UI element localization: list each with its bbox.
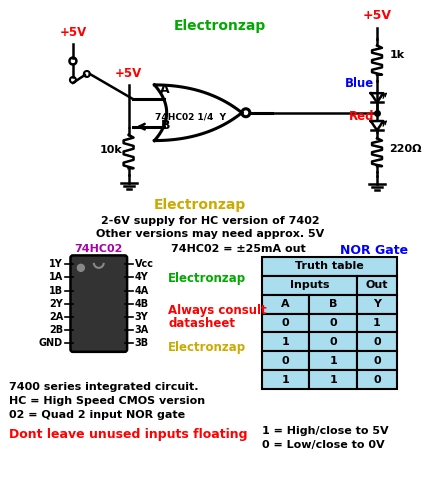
Text: NOR Gate: NOR Gate [340,244,408,257]
Text: 1k: 1k [390,50,405,60]
Text: 1A: 1A [49,273,63,283]
Text: 220Ω: 220Ω [389,144,421,154]
Text: 0: 0 [330,337,337,347]
Text: B: B [161,119,170,132]
Bar [357,276,397,295]
Text: Inputs: Inputs [290,280,329,290]
Text: Electronzap: Electronzap [168,272,247,285]
Bar [357,351,397,370]
Bar [357,333,397,351]
Text: 0: 0 [373,337,381,347]
Text: +5V: +5V [59,26,87,39]
Text: 74HC02: 74HC02 [74,244,123,254]
Text: Y: Y [373,299,381,309]
Text: 4Y: 4Y [135,273,149,283]
Text: 0: 0 [373,375,381,384]
Bar [310,333,357,351]
Text: 3Y: 3Y [135,312,149,322]
Text: A: A [161,83,170,96]
Text: HC = High Speed CMOS version: HC = High Speed CMOS version [9,396,206,406]
Bar [262,276,357,295]
Text: A: A [281,299,290,309]
Bar [357,295,397,313]
Text: +5V: +5V [363,9,392,22]
Text: 3B: 3B [135,338,149,348]
Text: Dont leave unused inputs floating: Dont leave unused inputs floating [9,428,248,441]
Bar [310,351,357,370]
Text: 0: 0 [330,318,337,328]
Text: Out: Out [366,280,388,290]
Bar [262,351,310,370]
Bar [310,295,357,313]
Text: +5V: +5V [115,67,142,80]
Text: Electronzap: Electronzap [168,341,247,354]
Text: 02 = Quad 2 input NOR gate: 02 = Quad 2 input NOR gate [9,410,186,420]
Text: B: B [329,299,338,309]
Bar [262,313,310,333]
Text: Electronzap: Electronzap [154,198,246,212]
Text: 0: 0 [373,356,381,366]
Text: Vcc: Vcc [135,259,153,269]
Text: 0: 0 [282,318,289,328]
Text: GND: GND [39,338,63,348]
FancyBboxPatch shape [70,255,127,352]
Text: Blue: Blue [345,77,375,90]
Text: 1: 1 [282,337,289,347]
Text: 4B: 4B [135,299,149,309]
Text: 1Y: 1Y [49,259,63,269]
Text: 2Y: 2Y [49,299,63,309]
Text: datasheet: datasheet [168,316,235,330]
Text: 1: 1 [373,318,381,328]
Text: 4A: 4A [135,286,149,296]
Text: 74HC02 = ±25mA out: 74HC02 = ±25mA out [170,244,305,254]
Bar [357,370,397,389]
Text: 74HC02 1/4  Y: 74HC02 1/4 Y [155,112,226,121]
Text: 7400 series integrated circuit.: 7400 series integrated circuit. [9,382,199,392]
Bar [262,333,310,351]
Text: 2-6V supply for HC version of 7402: 2-6V supply for HC version of 7402 [101,216,319,226]
Bar [310,313,357,333]
Text: 3A: 3A [135,325,149,335]
Circle shape [78,264,84,271]
Text: 1B: 1B [49,286,63,296]
Bar [262,295,310,313]
Bar [310,370,357,389]
Text: 1: 1 [282,375,289,384]
Text: Always consult: Always consult [168,304,267,317]
Text: 1 = High/close to 5V: 1 = High/close to 5V [262,426,388,436]
Text: Electronzap: Electronzap [174,19,266,33]
Bar [357,313,397,333]
Text: 2B: 2B [49,325,63,335]
Text: 0 = Low/close to 0V: 0 = Low/close to 0V [262,440,384,450]
Text: Red: Red [349,110,375,123]
Bar [262,370,310,389]
Text: 1: 1 [330,356,337,366]
Text: 10k: 10k [99,144,122,155]
Text: Truth table: Truth table [295,261,363,271]
Bar [262,257,397,276]
Text: 2A: 2A [49,312,63,322]
Text: 0: 0 [282,356,289,366]
Text: 1: 1 [330,375,337,384]
Text: Other versions may need approx. 5V: Other versions may need approx. 5V [96,229,324,239]
